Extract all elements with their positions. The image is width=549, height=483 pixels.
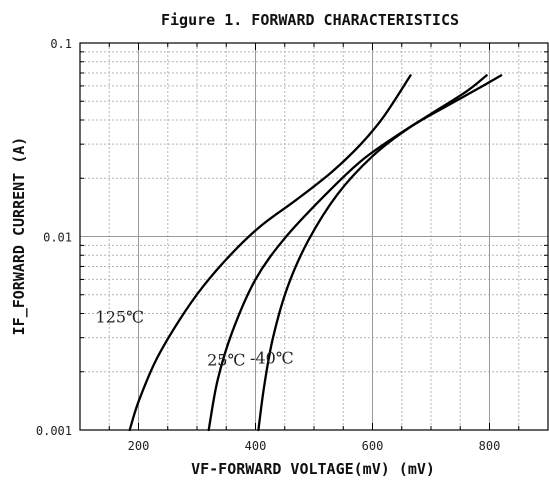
series-line-2 (257, 74, 503, 432)
x-axis-label: VF-FORWARD VOLTAGE(mV) (mV) (191, 460, 435, 478)
y-tick-label: 0.1 (50, 37, 72, 51)
x-tick-label: 800 (479, 439, 501, 453)
series-line-1 (207, 74, 488, 432)
x-tick-label: 200 (128, 439, 150, 453)
curve-label-2: -40℃ (250, 349, 294, 368)
series-line-0 (128, 74, 412, 432)
y-tick-label: 0.001 (36, 424, 72, 438)
series-curves (128, 74, 503, 432)
axis-tick-labels: 200 400 600 800 0.001 0.01 0.1 (36, 37, 500, 453)
curve-label-1: 25℃ (207, 351, 245, 370)
chart-title: Figure 1. FORWARD CHARACTERISTICS (161, 11, 459, 29)
x-tick-label: 600 (362, 439, 384, 453)
y-axis-label: IF_FORWARD CURRENT (A) (10, 137, 28, 336)
axis-ticks (80, 43, 548, 430)
y-tick-label: 0.01 (43, 231, 72, 245)
major-grid (80, 43, 548, 430)
curve-annotations: 125℃ 25℃ -40℃ (96, 307, 294, 369)
x-tick-label: 400 (245, 439, 267, 453)
curve-label-0: 125℃ (96, 307, 144, 326)
